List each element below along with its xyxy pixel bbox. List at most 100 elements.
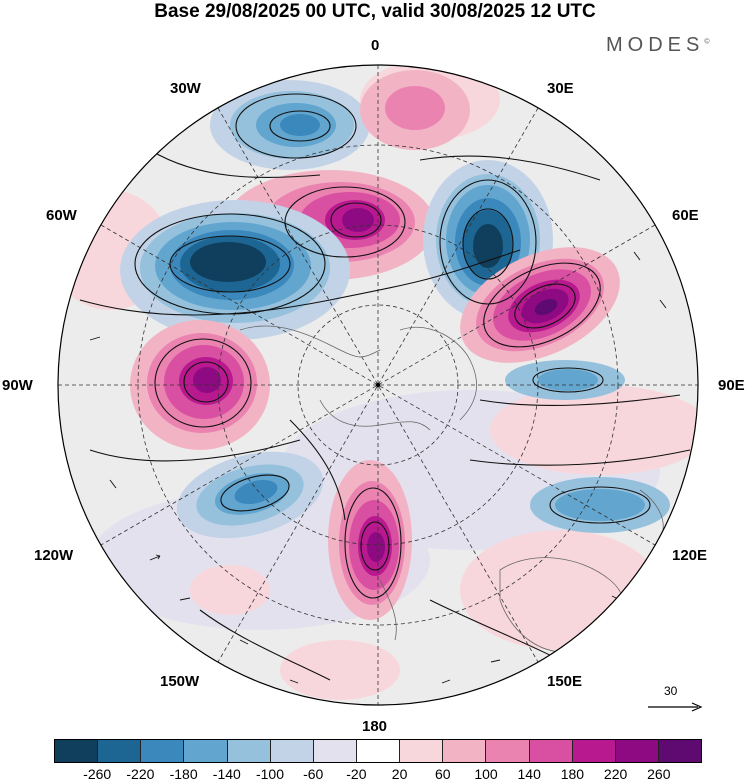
colorbar-swatch	[141, 740, 185, 762]
colorbar-tick-label: 100	[474, 766, 498, 782]
streamline	[235, 93, 357, 159]
anomaly-field	[58, 65, 698, 700]
colorbar-swatch	[313, 740, 357, 762]
streamline	[220, 474, 290, 512]
wind-vector	[651, 555, 661, 561]
coastline	[399, 326, 477, 421]
colorbar-swatch	[270, 740, 314, 762]
streamline	[469, 449, 691, 466]
streamline	[532, 367, 604, 393]
lon-label-150w: 150W	[160, 673, 200, 690]
meridian-line	[217, 107, 539, 663]
wind-vector	[659, 299, 667, 309]
map-disc	[58, 65, 698, 705]
coastline	[319, 399, 431, 431]
lon-label-30w: 30W	[170, 80, 201, 97]
anomaly-blob	[367, 532, 385, 562]
anomaly-blob	[473, 224, 503, 268]
streamline	[419, 155, 601, 181]
streamline	[429, 599, 561, 661]
anomaly-blob	[538, 369, 598, 391]
lon-label-60w: 60W	[46, 207, 77, 224]
colorbar-tick-label: -60	[303, 766, 324, 782]
streamline	[462, 208, 514, 280]
wind-vector	[490, 659, 501, 663]
reference-vector-value: 30	[664, 684, 678, 698]
lon-label-90e: 90E	[718, 377, 745, 394]
lon-label-150e: 150E	[547, 673, 583, 690]
map-outline	[57, 64, 699, 706]
wind-vector	[289, 679, 299, 684]
anomaly-blob	[460, 530, 660, 650]
colorbar-tick-label: 20	[391, 766, 408, 782]
streamline	[344, 487, 402, 599]
polar-map	[57, 64, 699, 706]
wind-vector	[441, 679, 451, 684]
anomaly-blob	[534, 298, 558, 316]
colorbar-tick-label: -220	[126, 766, 155, 782]
colorbar-tick-label: -140	[212, 766, 241, 782]
colorbar-tick-label: -180	[169, 766, 198, 782]
streamline	[199, 609, 331, 681]
wind-vector	[89, 336, 101, 341]
anomaly-blob	[193, 367, 221, 393]
lon-label-60e: 60E	[672, 207, 699, 224]
lon-label-30e: 30E	[547, 80, 574, 97]
coastline	[379, 579, 397, 641]
chart-title: Base 29/08/2025 00 UTC, valid 30/08/2025…	[154, 1, 596, 22]
anomaly-blob	[190, 565, 270, 615]
wind-vector	[179, 597, 191, 601]
wind-vector	[149, 554, 161, 561]
streamline	[514, 283, 576, 329]
streamline	[269, 110, 331, 142]
anomaly-blob	[190, 242, 266, 282]
colorbar-swatch	[356, 740, 401, 762]
colorbar-swatch	[184, 740, 228, 762]
colorbar-swatch	[400, 740, 444, 762]
streamline	[549, 486, 651, 524]
colorbar-swatch	[529, 740, 573, 762]
lon-label-180: 180	[362, 718, 388, 735]
colorbar-swatch	[227, 740, 271, 762]
streamline	[479, 394, 681, 406]
graticule	[58, 65, 698, 705]
streamline	[289, 419, 346, 521]
colorbar-tick-label: -100	[255, 766, 285, 782]
colorbar-swatch	[572, 740, 616, 762]
brand-logo: MODES©	[606, 34, 710, 56]
coastline	[239, 325, 381, 358]
colorbar-tick-label: -260	[83, 766, 112, 782]
anomaly-blob	[490, 385, 698, 475]
lon-label-0: 0	[371, 37, 380, 54]
anomaly-blob	[234, 479, 278, 505]
streamline	[89, 439, 301, 462]
colorbar-swatch	[486, 740, 530, 762]
streamline	[149, 149, 321, 179]
meridian-line	[100, 224, 656, 546]
streamline	[183, 361, 229, 403]
colorbar-swatch	[443, 740, 487, 762]
colorbar-tick-label: 180	[560, 766, 585, 782]
streamline	[439, 179, 537, 305]
colorbar-tick-label: 60	[435, 766, 451, 782]
wind-vector	[633, 251, 641, 261]
colorbar-swatch	[658, 740, 702, 762]
pole-marker	[375, 382, 381, 388]
streamlines	[79, 93, 691, 681]
colorbar-tick-label: 140	[517, 766, 541, 782]
anomaly-blob	[342, 208, 374, 232]
lon-label-90w: 90W	[2, 377, 33, 394]
streamline	[330, 202, 382, 238]
wind-vector	[109, 479, 117, 489]
meridian-line	[217, 107, 539, 663]
wind-vector	[199, 689, 209, 693]
streamline	[154, 338, 252, 428]
streamline	[169, 235, 291, 293]
colorbar	[54, 739, 702, 763]
colorbar-swatch	[615, 740, 659, 762]
streamline	[284, 186, 406, 258]
colorbar-swatch	[55, 740, 99, 762]
anomaly-blob	[280, 114, 320, 136]
streamline	[483, 262, 601, 348]
wind-vectors	[89, 251, 667, 693]
